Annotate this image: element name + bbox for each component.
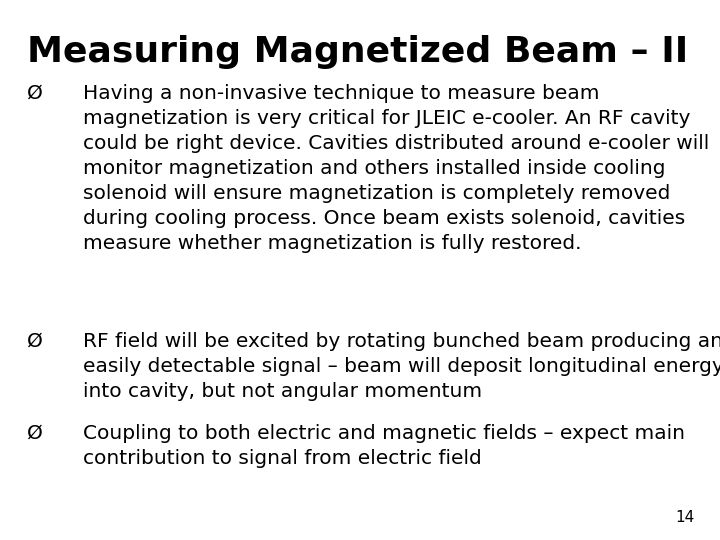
Text: Ø: Ø — [27, 424, 43, 443]
Text: 14: 14 — [675, 510, 695, 525]
Text: Measuring Magnetized Beam – II: Measuring Magnetized Beam – II — [27, 35, 688, 69]
Text: Coupling to both electric and magnetic fields – expect main
contribution to sign: Coupling to both electric and magnetic f… — [83, 424, 685, 468]
Text: RF field will be excited by rotating bunched beam producing an
easily detectable: RF field will be excited by rotating bun… — [83, 332, 720, 401]
Text: Ø: Ø — [27, 332, 43, 351]
Text: Having a non-invasive technique to measure beam
magnetization is very critical f: Having a non-invasive technique to measu… — [83, 84, 709, 253]
Text: Ø: Ø — [27, 84, 43, 103]
